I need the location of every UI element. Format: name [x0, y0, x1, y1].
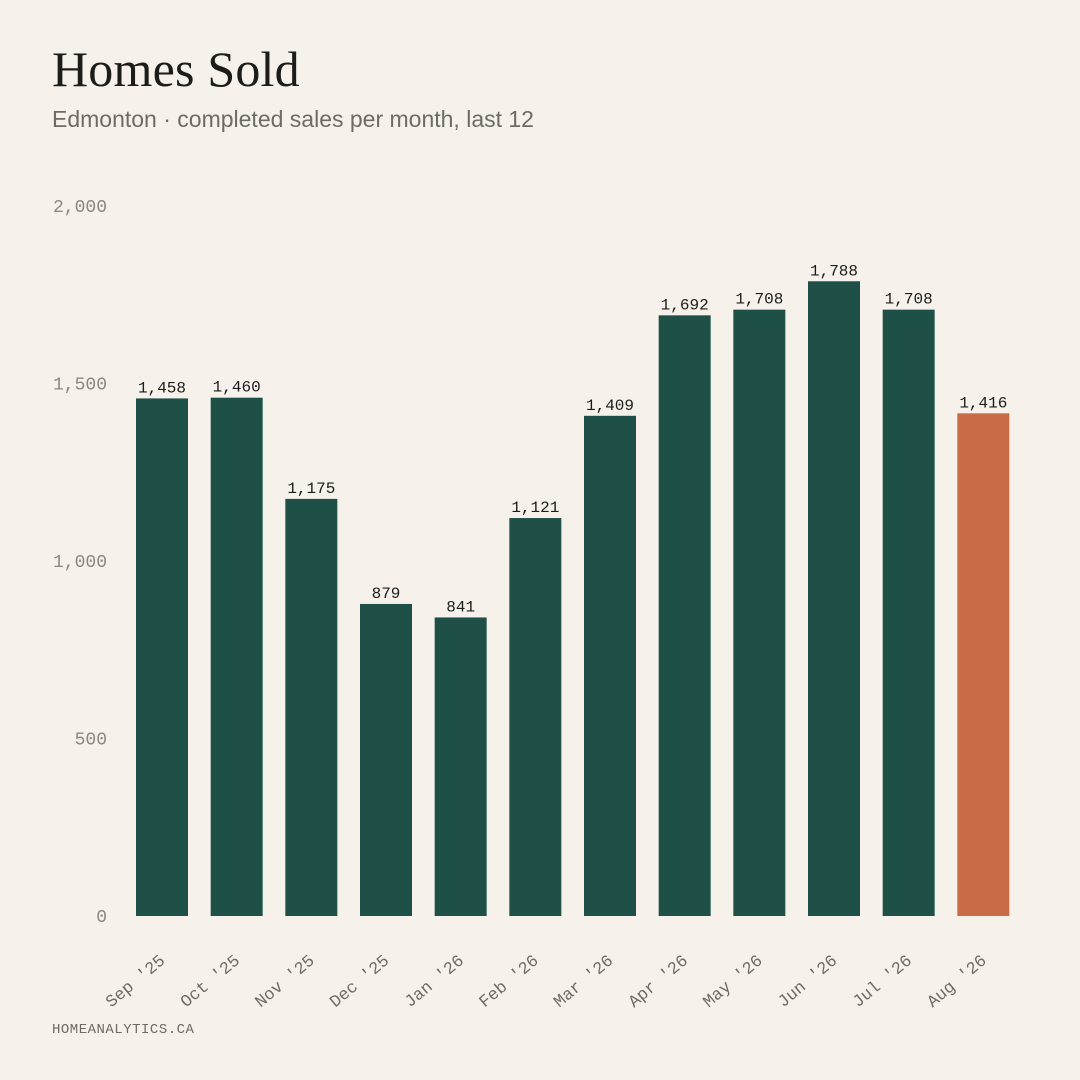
value-labels-group: 1,458 1,460 1,175 879 841 1,121 1,409 1,692 1,70…: [138, 262, 1007, 616]
data-label: 1,458: [138, 379, 186, 397]
x-tick-label: Apr '26: [626, 952, 693, 1012]
y-tick-label: 1,500: [53, 376, 107, 396]
x-tick-label: Dec '25: [327, 952, 394, 1012]
y-tick-label: 2,000: [53, 198, 107, 218]
data-label: 1,460: [213, 379, 261, 397]
x-tick-label: Mar '26: [551, 952, 618, 1012]
x-tick-label: Aug '26: [924, 952, 991, 1012]
x-tick-label: May '26: [700, 952, 767, 1012]
y-axis: 0 500 1,000 1,500 2,000: [53, 198, 107, 928]
data-label: 1,409: [586, 397, 634, 415]
data-label: 1,175: [287, 480, 335, 498]
data-label: 1,708: [735, 291, 783, 309]
data-label: 1,121: [511, 499, 559, 517]
bar-3: [360, 603, 412, 916]
x-tick-label: Jul '26: [850, 952, 917, 1012]
bar-4: [434, 617, 487, 916]
bar-0: [136, 398, 188, 916]
bars-group: [136, 281, 1010, 917]
y-tick-label: 500: [75, 731, 107, 751]
x-tick-label: Nov '25: [252, 952, 319, 1012]
data-label: 1,788: [810, 262, 858, 280]
x-tick-label: Oct '25: [178, 952, 245, 1012]
x-tick-label: Sep '25: [103, 952, 170, 1012]
bar-10: [882, 309, 935, 916]
chart-subtitle: Edmonton · completed sales per month, la…: [52, 106, 534, 132]
bar-6: [584, 415, 636, 916]
data-label: 879: [372, 585, 401, 603]
x-tick-label: Jun '26: [775, 952, 842, 1012]
data-label: 841: [446, 598, 475, 616]
data-label: 1,416: [959, 394, 1007, 412]
chart-title: Homes Sold: [52, 41, 300, 97]
data-label: 1,692: [661, 296, 709, 314]
bar-5: [509, 518, 562, 916]
bar-8: [733, 309, 786, 916]
x-tick-label: Feb '26: [476, 952, 543, 1012]
x-axis: Sep '25 Oct '25 Nov '25 Dec '25 Jan '26 Feb '…: [103, 952, 991, 1012]
y-tick-label: 0: [96, 908, 107, 928]
y-tick-label: 1,000: [53, 553, 107, 573]
bar-2: [285, 498, 338, 916]
bar-1: [210, 397, 263, 916]
bar-11: [957, 413, 1010, 916]
source-credit: HOMEANALYTICS.CA: [52, 1022, 195, 1038]
bar-9: [808, 281, 860, 916]
bar-7: [658, 315, 711, 917]
x-tick-label: Jan '26: [402, 952, 469, 1012]
data-label: 1,708: [885, 291, 933, 309]
